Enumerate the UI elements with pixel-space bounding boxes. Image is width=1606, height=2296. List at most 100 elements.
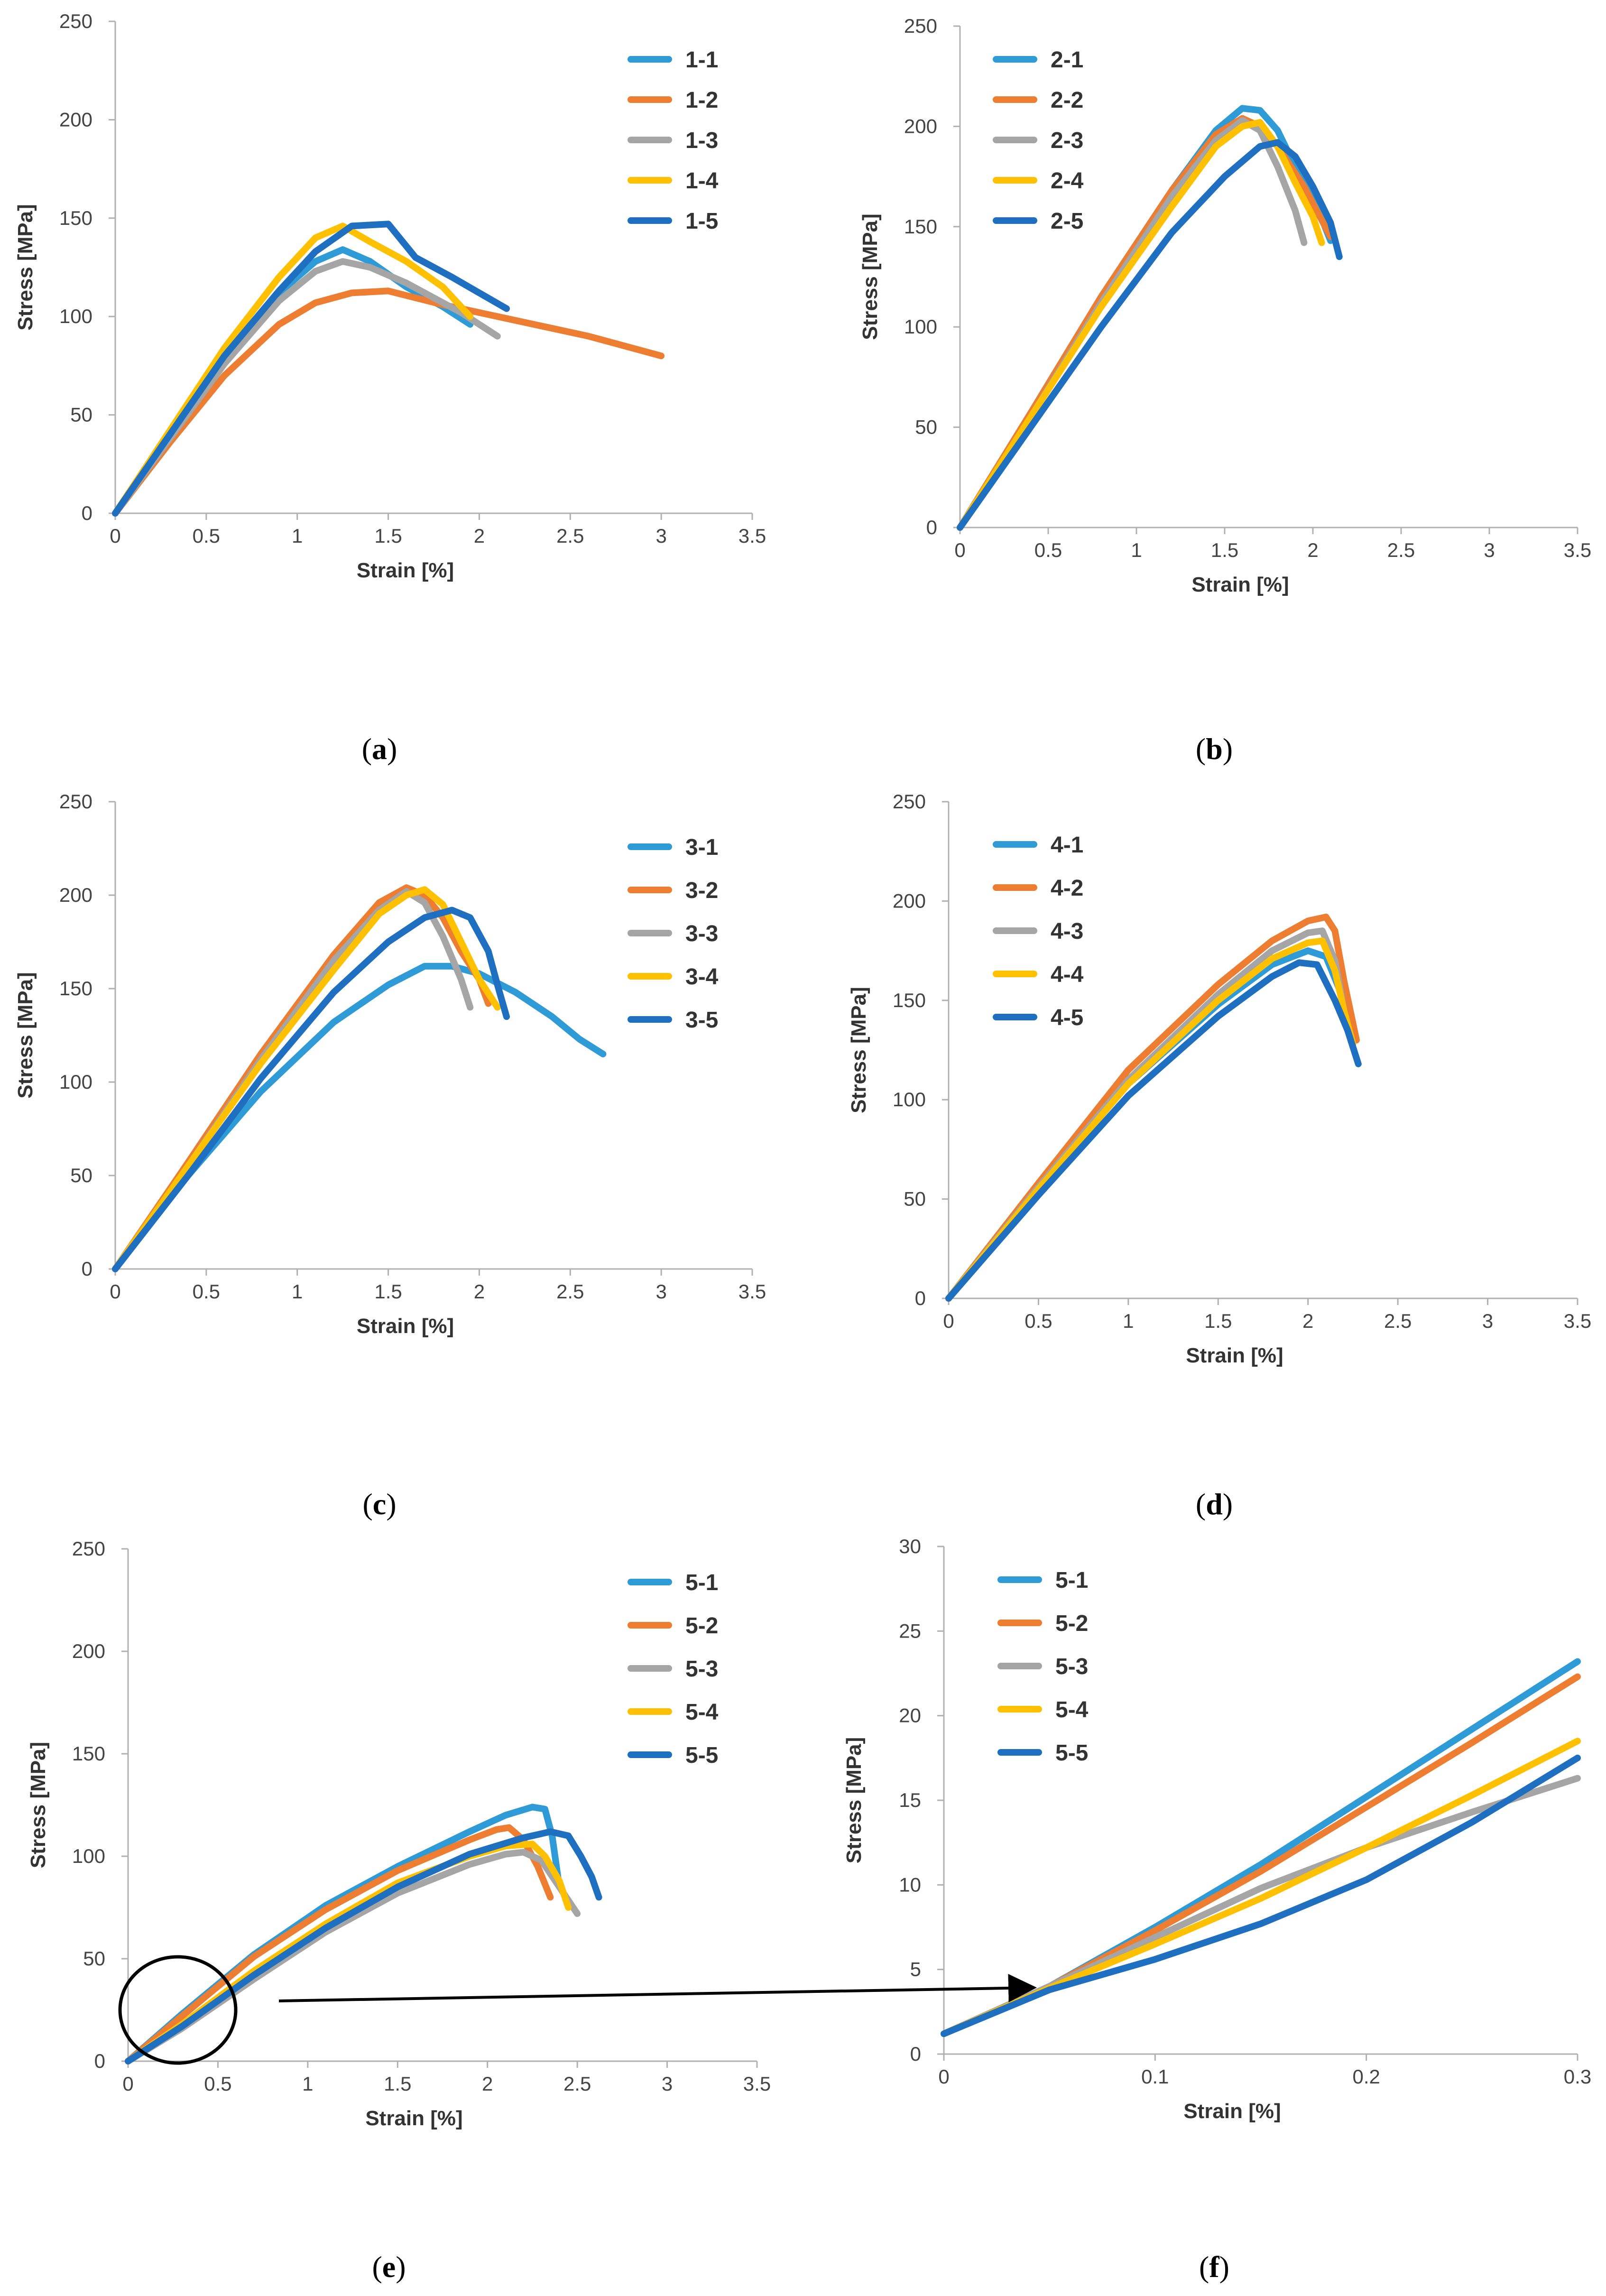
series-line-1-5: [112, 221, 510, 517]
caption-letter-f: f: [1209, 2250, 1219, 2284]
caption-d: (d): [1196, 1487, 1233, 1521]
series-line-5-5: [941, 1754, 1581, 2037]
x-tick-label: 3: [655, 525, 666, 547]
y-tick-label: 250: [72, 1537, 105, 1560]
x-tick-label: 0.3: [1564, 2065, 1591, 2088]
x-tick-label: 0: [943, 1310, 954, 1332]
x-tick-label: 1: [292, 1280, 303, 1303]
legend-label-5-4: 5-4: [685, 1700, 719, 1725]
series-line-3-4: [112, 886, 501, 1272]
x-tick-label: 3: [1484, 539, 1495, 561]
x-axis-title: Strain [%]: [1186, 1344, 1283, 1367]
legend-label-1-5: 1-5: [685, 209, 718, 234]
legend-label-4-1: 4-1: [1051, 833, 1083, 858]
x-tick-label: 1.5: [1211, 539, 1238, 561]
y-axis-title: Stress [MPa]: [14, 204, 37, 331]
y-tick-label: 200: [72, 1640, 105, 1662]
y-tick-label: 0: [910, 2043, 921, 2065]
x-tick-label: 0.2: [1352, 2065, 1380, 2088]
caption-f: (f): [1199, 2250, 1229, 2284]
legend-label-1-2: 1-2: [685, 88, 718, 113]
caption-e: (e): [372, 2250, 406, 2284]
x-tick-label: 1: [1123, 1310, 1134, 1332]
caption-letter-b: b: [1206, 732, 1223, 766]
x-tick-label: 3: [655, 1280, 666, 1303]
x-tick-label: 2: [474, 525, 485, 547]
legend-label-5-3: 5-3: [1055, 1654, 1088, 1679]
legend-label-5-4: 5-4: [1055, 1697, 1089, 1722]
legend-label-5-5: 5-5: [1055, 1741, 1088, 1766]
x-tick-label: 3.5: [738, 525, 766, 547]
legend-label-1-4: 1-4: [685, 168, 719, 194]
series-line-2-4: [957, 119, 1325, 531]
y-tick-label: 250: [59, 10, 92, 32]
x-tick-label: 3.5: [1564, 539, 1591, 561]
y-axis-title: Stress [MPa]: [842, 1737, 866, 1864]
y-tick-label: 50: [915, 416, 937, 438]
x-tick-label: 3.5: [743, 2073, 771, 2095]
x-tick-label: 3: [1482, 1310, 1493, 1332]
x-tick-label: 1: [292, 525, 303, 547]
y-tick-label: 25: [899, 1620, 921, 1642]
x-axis-title: Strain [%]: [1191, 573, 1289, 596]
legend-label-3-5: 3-5: [685, 1008, 718, 1033]
legend-label-2-1: 2-1: [1051, 47, 1083, 73]
y-tick-label: 150: [904, 215, 937, 238]
y-tick-label: 15: [899, 1789, 921, 1811]
y-tick-label: 20: [899, 1704, 921, 1727]
x-tick-label: 1.5: [374, 525, 402, 547]
x-axis-title: Strain [%]: [357, 559, 454, 582]
y-tick-label: 0: [915, 1287, 926, 1309]
legend-label-4-2: 4-2: [1051, 876, 1083, 901]
y-axis-title: Stress [MPa]: [858, 213, 882, 340]
legend-label-3-3: 3-3: [685, 921, 718, 946]
legend-label-2-5: 2-5: [1051, 209, 1083, 234]
legend-label-2-3: 2-3: [1051, 128, 1083, 153]
y-tick-label: 0: [82, 502, 92, 524]
legend-label-5-3: 5-3: [685, 1657, 718, 1682]
x-tick-label: 2: [1307, 539, 1318, 561]
x-tick-label: 1: [302, 2073, 313, 2095]
panel-f: 0 0.1 0.2 0.3 0 5 10 15 20 25 30 Strain [%] Stress […: [842, 1535, 1591, 2123]
zoom-annotation: [118, 1955, 1037, 2065]
x-tick-label: 1.5: [374, 1280, 402, 1303]
legend-label-5-5: 5-5: [685, 1743, 718, 1768]
x-tick-label: 2.5: [1387, 539, 1415, 561]
y-tick-label: 150: [893, 989, 926, 1011]
y-tick-label: 200: [893, 889, 926, 912]
y-tick-label: 100: [72, 1845, 105, 1867]
x-tick-label: 3.5: [1564, 1310, 1591, 1332]
legend-label-2-4: 2-4: [1051, 168, 1084, 194]
series-line-1-4: [112, 222, 474, 517]
legend-label-5-1: 5-1: [685, 1570, 718, 1595]
caption-letter-e: e: [382, 2250, 396, 2284]
x-tick-label: 2.5: [556, 525, 584, 547]
x-tick-label: 0.5: [1034, 539, 1062, 561]
y-tick-label: 250: [904, 15, 937, 37]
y-tick-label: 30: [899, 1535, 921, 1557]
legend-label-4-5: 4-5: [1051, 1005, 1083, 1030]
x-tick-label: 3: [662, 2073, 673, 2095]
legend-label-3-1: 3-1: [685, 835, 718, 860]
legend-label-1-1: 1-1: [685, 47, 718, 73]
series-line-3-1: [112, 963, 607, 1272]
series-line-2-5: [957, 139, 1343, 531]
y-tick-label: 100: [904, 315, 937, 338]
x-tick-label: 2.5: [556, 1280, 584, 1303]
panel-c: 0 0.5 1 1.5 2 2.5 3 3.5 0 50 100 150 200 250 Strain [%…: [14, 790, 766, 1338]
legend-label-4-3: 4-3: [1051, 919, 1083, 944]
caption-a: (a): [362, 732, 397, 766]
series-line-4-5: [945, 959, 1362, 1302]
series-line-5-2: [125, 1824, 554, 2065]
x-tick-label: 1.5: [384, 2073, 411, 2095]
legend-label-4-4: 4-4: [1051, 962, 1084, 987]
x-tick-label: 0.5: [204, 2073, 231, 2095]
x-tick-label: 0.5: [193, 1280, 220, 1303]
y-tick-label: 150: [72, 1742, 105, 1765]
caption-b: (b): [1196, 732, 1233, 766]
zoom-circle: [118, 1955, 238, 2065]
legend-label-3-2: 3-2: [685, 878, 718, 903]
y-tick-label: 200: [59, 108, 92, 130]
series-line-4-4: [945, 937, 1357, 1302]
